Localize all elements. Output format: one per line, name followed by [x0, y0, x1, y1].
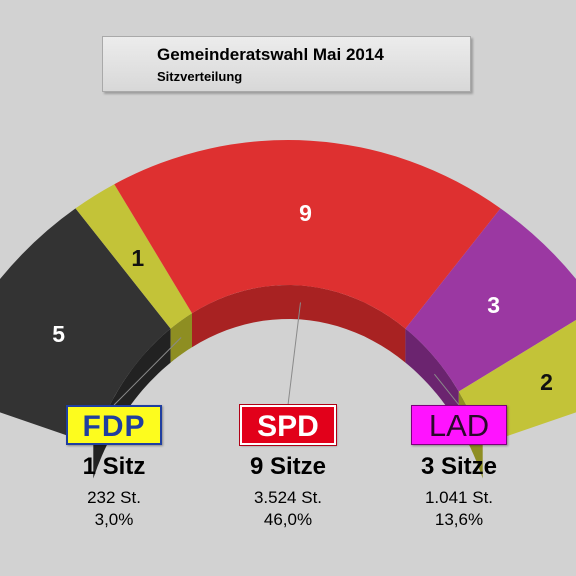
fdp-seats: 1 Sitz	[82, 453, 146, 480]
title-box: Gemeinderatswahl Mai 2014 Sitzverteilung	[102, 36, 471, 92]
party-fdp: FDP 1 Sitz 232 St. 3,0%	[44, 405, 184, 531]
slice-2	[114, 139, 501, 329]
slice-label-2: 9	[299, 200, 312, 226]
lad-votes: 1.041 St.	[424, 488, 494, 507]
chart-subtitle: Sitzverteilung	[157, 69, 243, 84]
spd-seats: 9 Sitze	[249, 453, 327, 480]
slice-label-4: 2	[540, 369, 553, 395]
slice-side-2	[192, 285, 406, 363]
slice-side-0	[93, 328, 171, 479]
slice-1	[75, 184, 193, 329]
slice-label-3: 3	[487, 292, 500, 318]
party-lad: LAD 3 Sitze 1.041 St. 13,6%	[389, 405, 529, 531]
chart-title: Gemeinderatswahl Mai 2014	[157, 45, 384, 64]
fdp-logo: FDP	[66, 405, 162, 445]
leader-line-2	[434, 373, 460, 406]
fdp-votes: 232 St.	[87, 488, 141, 507]
slice-side-3	[405, 328, 459, 426]
spd-percent: 46,0%	[263, 510, 313, 529]
slice-0	[0, 208, 171, 445]
slice-label-0: 5	[52, 321, 65, 347]
lad-logo: LAD	[411, 405, 507, 445]
spd-votes: 3.524 St.	[253, 488, 323, 507]
leader-line-1	[287, 302, 301, 406]
spd-logo: SPD	[239, 404, 337, 446]
slice-3	[405, 208, 576, 392]
lad-seats: 3 Sitze	[420, 453, 498, 480]
lad-percent: 13,6%	[434, 510, 484, 529]
slice-label-1: 1	[131, 245, 144, 271]
leader-line-0	[113, 337, 182, 406]
fdp-percent: 3,0%	[94, 510, 134, 529]
party-spd: SPD 9 Sitze 3.524 St. 46,0%	[218, 404, 358, 531]
